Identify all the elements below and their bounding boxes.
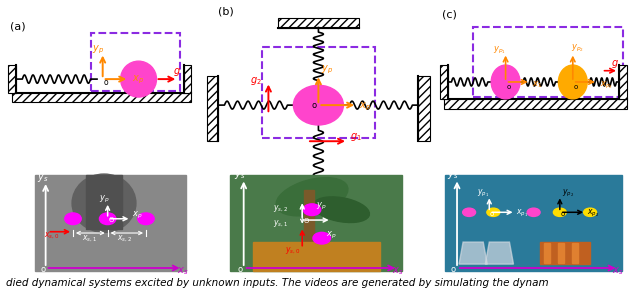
Text: o: o <box>40 265 45 274</box>
Ellipse shape <box>313 197 369 223</box>
Circle shape <box>138 213 154 225</box>
Text: $y_{p_1}$: $y_{p_1}$ <box>477 187 490 199</box>
Bar <box>440 65 448 99</box>
Polygon shape <box>459 242 487 264</box>
Bar <box>619 65 627 99</box>
Circle shape <box>463 208 476 216</box>
Text: $x_{s,1}$: $x_{s,1}$ <box>82 234 97 244</box>
Text: (b): (b) <box>218 7 234 17</box>
Text: $x_s$: $x_s$ <box>612 265 623 277</box>
Text: $x_s$: $x_s$ <box>392 265 403 277</box>
Bar <box>445 175 622 271</box>
Text: $x_p$: $x_p$ <box>132 74 144 86</box>
Bar <box>184 65 191 93</box>
Circle shape <box>65 213 81 225</box>
Text: (c): (c) <box>442 10 457 20</box>
Text: $y_s$: $y_s$ <box>234 169 245 181</box>
Text: $y_p$: $y_p$ <box>316 201 326 212</box>
Bar <box>473 27 623 97</box>
Text: died dynamical systems excited by unknown inputs. The videos are generated by si: died dynamical systems excited by unknow… <box>6 278 549 288</box>
Text: $y_{s,0}$: $y_{s,0}$ <box>285 246 300 256</box>
Text: $g$: $g$ <box>611 58 619 70</box>
Bar <box>262 47 375 138</box>
Circle shape <box>99 213 116 225</box>
Text: o: o <box>311 101 316 110</box>
Text: $x_{p_2}$: $x_{p_2}$ <box>600 79 612 91</box>
Text: $x_{p_1}$: $x_{p_1}$ <box>516 208 529 219</box>
Text: O: O <box>303 218 308 224</box>
Circle shape <box>487 208 500 216</box>
Bar <box>253 242 380 271</box>
Text: $y_{p_2}$: $y_{p_2}$ <box>571 43 584 54</box>
Text: $x_{s,0}$: $x_{s,0}$ <box>44 230 59 241</box>
Circle shape <box>559 65 588 99</box>
Circle shape <box>527 208 540 216</box>
Circle shape <box>303 204 321 215</box>
Text: $x_{p_2}$: $x_{p_2}$ <box>587 208 599 219</box>
Text: $g_1$: $g_1$ <box>350 131 362 142</box>
Ellipse shape <box>72 174 136 232</box>
Bar <box>278 18 359 27</box>
Text: $x_s$: $x_s$ <box>177 265 188 277</box>
Text: $y_{s,2}$: $y_{s,2}$ <box>273 203 288 214</box>
Text: $y_p$: $y_p$ <box>321 63 333 76</box>
Bar <box>444 99 627 109</box>
Bar <box>12 93 191 102</box>
Text: $x_p$: $x_p$ <box>359 101 371 113</box>
Bar <box>230 175 402 271</box>
Bar <box>558 244 564 263</box>
Text: $y_s$: $y_s$ <box>447 169 458 181</box>
Text: $x_1$: $x_1$ <box>532 79 543 90</box>
Text: $y_{s,1}$: $y_{s,1}$ <box>273 218 288 229</box>
Text: o: o <box>238 265 243 274</box>
Circle shape <box>313 232 330 244</box>
Circle shape <box>492 65 520 99</box>
Bar <box>86 175 122 229</box>
Text: o: o <box>561 211 564 217</box>
Bar <box>35 175 186 271</box>
Bar <box>572 244 578 263</box>
Text: o: o <box>104 78 108 87</box>
Text: $x_p$: $x_p$ <box>132 210 143 221</box>
Ellipse shape <box>276 178 348 216</box>
Polygon shape <box>485 242 513 264</box>
Bar <box>8 65 16 93</box>
Bar <box>544 244 550 263</box>
Text: O: O <box>109 217 114 223</box>
Text: $g$: $g$ <box>173 66 180 78</box>
Circle shape <box>293 85 344 125</box>
Text: $x_p$: $x_p$ <box>326 230 336 241</box>
Text: o: o <box>451 265 456 274</box>
Bar <box>92 33 180 91</box>
Circle shape <box>120 61 157 97</box>
Text: (a): (a) <box>10 21 26 31</box>
Circle shape <box>554 208 566 216</box>
Bar <box>278 192 359 201</box>
Text: $y_{p_2}$: $y_{p_2}$ <box>562 187 574 199</box>
Text: o: o <box>574 84 578 90</box>
Text: $y_s$: $y_s$ <box>36 172 48 184</box>
Text: $y_p$: $y_p$ <box>92 43 104 55</box>
Text: $y_{p_1}$: $y_{p_1}$ <box>493 45 506 56</box>
Text: o: o <box>490 211 494 217</box>
Text: $x_{s,2}$: $x_{s,2}$ <box>116 234 132 244</box>
Bar <box>540 242 590 264</box>
Bar <box>207 76 218 141</box>
Text: $y_p$: $y_p$ <box>99 194 110 205</box>
Bar <box>304 190 314 242</box>
Circle shape <box>584 208 596 216</box>
Bar <box>419 76 429 141</box>
Text: o: o <box>507 84 511 90</box>
Text: $g_2$: $g_2$ <box>250 75 262 88</box>
